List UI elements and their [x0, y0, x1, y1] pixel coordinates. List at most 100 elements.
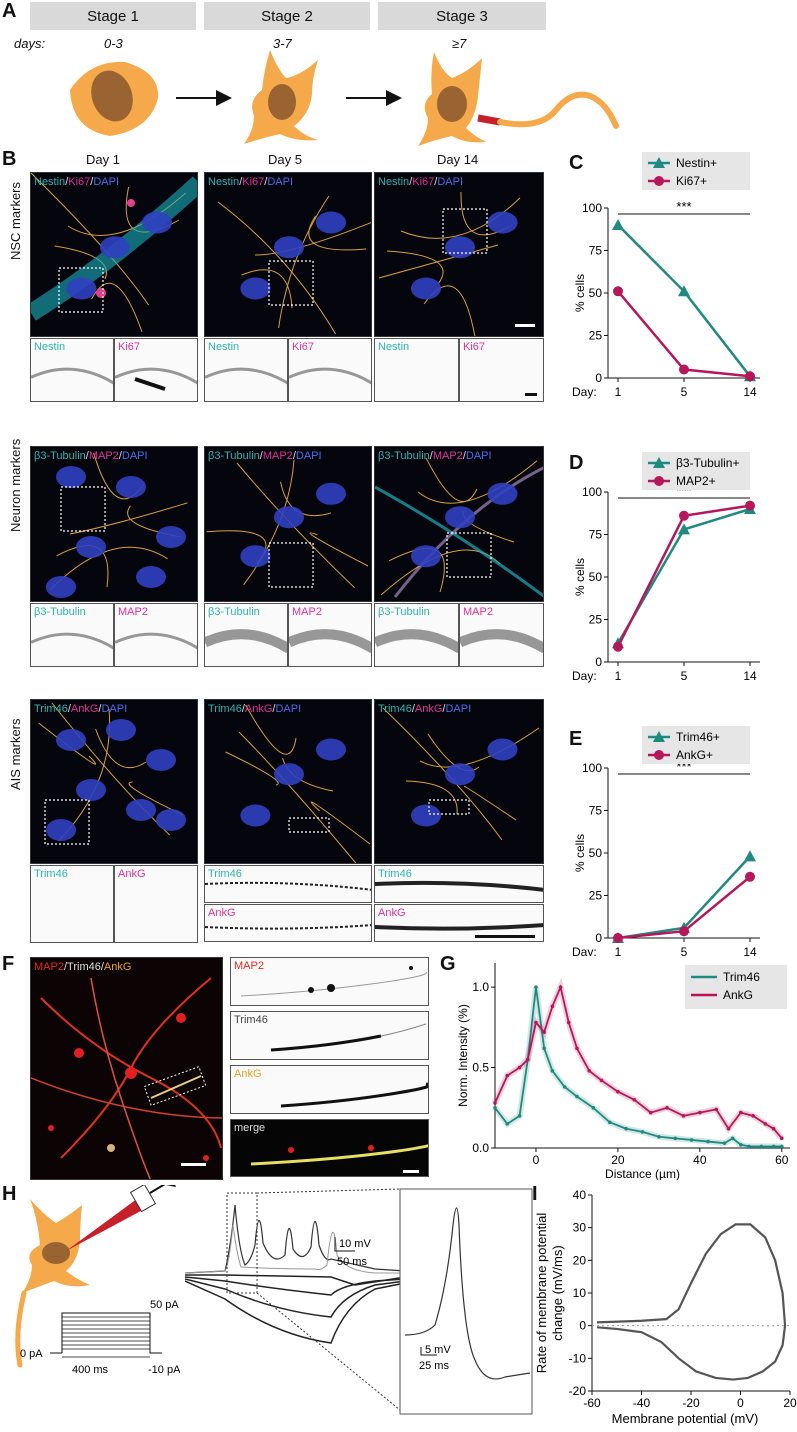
micro-label: β3-Tubulin/MAP2/DAPI — [378, 450, 492, 462]
data-point — [751, 1114, 755, 1118]
cell-stages-illustration — [70, 50, 619, 146]
micro-image-r2-c1: β3-Tubulin/MAP2/DAPI — [30, 446, 198, 602]
x-axis-label: Membrane potential (mV) — [612, 1411, 759, 1426]
x-tick-label: 20 — [783, 1396, 797, 1410]
data-point — [722, 1141, 727, 1145]
data-point — [525, 1057, 530, 1062]
x-tick-label: 5 — [681, 669, 688, 683]
days-stage-3: ≥7 — [452, 36, 467, 51]
current-protocol — [50, 1312, 162, 1358]
panel-letter-i: I — [532, 1183, 538, 1205]
data-point — [657, 1134, 661, 1139]
y-tick-label: -10 — [569, 1351, 587, 1365]
data-point — [745, 871, 755, 882]
protocol-top-label: 50 pA — [150, 1299, 179, 1311]
legend-marker — [654, 750, 664, 760]
data-point — [744, 850, 756, 862]
y-tick-label: 75 — [589, 528, 603, 542]
micro-label: Nestin/Ki67/DAPI — [208, 176, 294, 188]
data-point — [780, 1136, 784, 1141]
data-point — [612, 219, 624, 230]
row-label-ais: AIS markers — [8, 718, 23, 790]
inset-r2-c1-a: β3-Tubulin — [30, 603, 114, 667]
panel-f-inset-map2: MAP2 — [230, 957, 429, 1006]
legend-marker — [653, 731, 665, 742]
y-tick-label: 0 — [595, 931, 602, 945]
legend-marker — [653, 157, 665, 168]
phase-plot-line-0 — [596, 1223, 787, 1381]
y-axis-label-2: change (mV/ms) — [550, 1245, 565, 1340]
y-tick-label: 1.0 — [472, 980, 489, 994]
micro-image-r3-c2: Trim46/AnkG/DAPI — [204, 699, 372, 864]
x-tick-label: 14 — [743, 669, 757, 683]
data-point — [493, 1105, 497, 1110]
y-tick-label: 25 — [589, 889, 603, 903]
y-tick-label: 50 — [589, 846, 603, 860]
data-point — [575, 1046, 579, 1051]
x-tick-label: -40 — [633, 1396, 651, 1410]
x-axis-label: Day: — [572, 385, 597, 399]
data-point — [678, 523, 690, 535]
inset-r3-c2-ankg: AnkG — [204, 904, 372, 942]
legend-box — [685, 965, 787, 1009]
panel-letter-g: G — [440, 953, 456, 975]
micro-image-r3-c1: Trim46/AnkG/DAPI — [30, 699, 198, 864]
scale-2-voltage: 5 mV — [425, 1344, 451, 1356]
micro-image-r2-c3: β3-Tubulin/MAP2/DAPI — [374, 446, 544, 602]
inset-r2-c2-a: β3-Tubulin — [204, 603, 288, 667]
data-point — [679, 364, 689, 375]
panel-f-inset-ankg: AnkG — [230, 1065, 429, 1114]
data-point — [640, 1130, 645, 1134]
data-point — [679, 926, 689, 937]
data-point — [542, 1030, 546, 1034]
y-tick-label: 25 — [589, 329, 603, 343]
data-point — [763, 1122, 768, 1126]
scale-2-time: 25 ms — [419, 1360, 449, 1372]
panel-h-illustration: 50 pA 0 pA 400 ms -10 pA — [15, 1185, 180, 1376]
x-tick-label: 1 — [615, 945, 622, 956]
inset-r1-c1-b: Ki67 — [114, 338, 198, 402]
data-point — [747, 1144, 751, 1149]
data-point — [613, 933, 623, 943]
data-point — [689, 1138, 694, 1142]
micro-label: β3-Tubulin/MAP2/DAPI — [34, 450, 148, 462]
micro-label: Trim46/AnkG/DAPI — [34, 703, 128, 715]
inset-r1-c3-a: Nestin — [374, 338, 459, 402]
panel-letter-a: A — [2, 0, 17, 22]
inset-r2-c3-a: β3-Tubulin — [374, 603, 459, 667]
inset-r3-c3-ankg: AnkG — [374, 904, 544, 942]
stage-1-header: Stage 1 — [30, 2, 196, 30]
panel-letter-c: C — [569, 152, 584, 174]
inset-r1-c2-b: Ki67 — [288, 338, 372, 402]
y-tick-label: 0 — [579, 1319, 586, 1333]
data-point — [558, 985, 563, 989]
data-point — [493, 1101, 497, 1105]
day-header-14: Day 14 — [437, 152, 479, 167]
data-point — [613, 286, 623, 297]
panel-letter-h: H — [2, 1183, 17, 1205]
y-tick-label: 75 — [589, 804, 603, 818]
data-point — [759, 1144, 764, 1149]
y-tick-label: 50 — [589, 286, 603, 300]
micro-label: Nestin/Ki67/DAPI — [34, 176, 120, 188]
micro-label: β3-Tubulin/MAP2/DAPI — [208, 450, 322, 462]
data-point — [771, 1126, 776, 1131]
y-tick-label: 100 — [582, 761, 602, 775]
y-tick-label: 0 — [595, 371, 602, 385]
y-tick-label: 0.0 — [472, 1141, 489, 1155]
y-tick-label: 20 — [573, 1253, 587, 1267]
y-tick-label: 25 — [589, 613, 603, 627]
data-point — [780, 1144, 784, 1149]
y-tick-label: 40 — [573, 1188, 587, 1202]
micro-label: Trim46/AnkG/DAPI — [208, 703, 302, 715]
series-line-1 — [617, 290, 751, 378]
data-point — [678, 285, 690, 297]
stage-2-header: Stage 2 — [204, 2, 370, 30]
y-tick-label: -20 — [569, 1384, 587, 1398]
legend-label: Ki67+ — [676, 174, 707, 188]
panel-letter-f: F — [2, 953, 15, 975]
x-tick-label: 14 — [743, 945, 757, 956]
protocol-bottom-label: -10 pA — [148, 1364, 180, 1376]
legend-label: Trim46+ — [676, 730, 720, 744]
